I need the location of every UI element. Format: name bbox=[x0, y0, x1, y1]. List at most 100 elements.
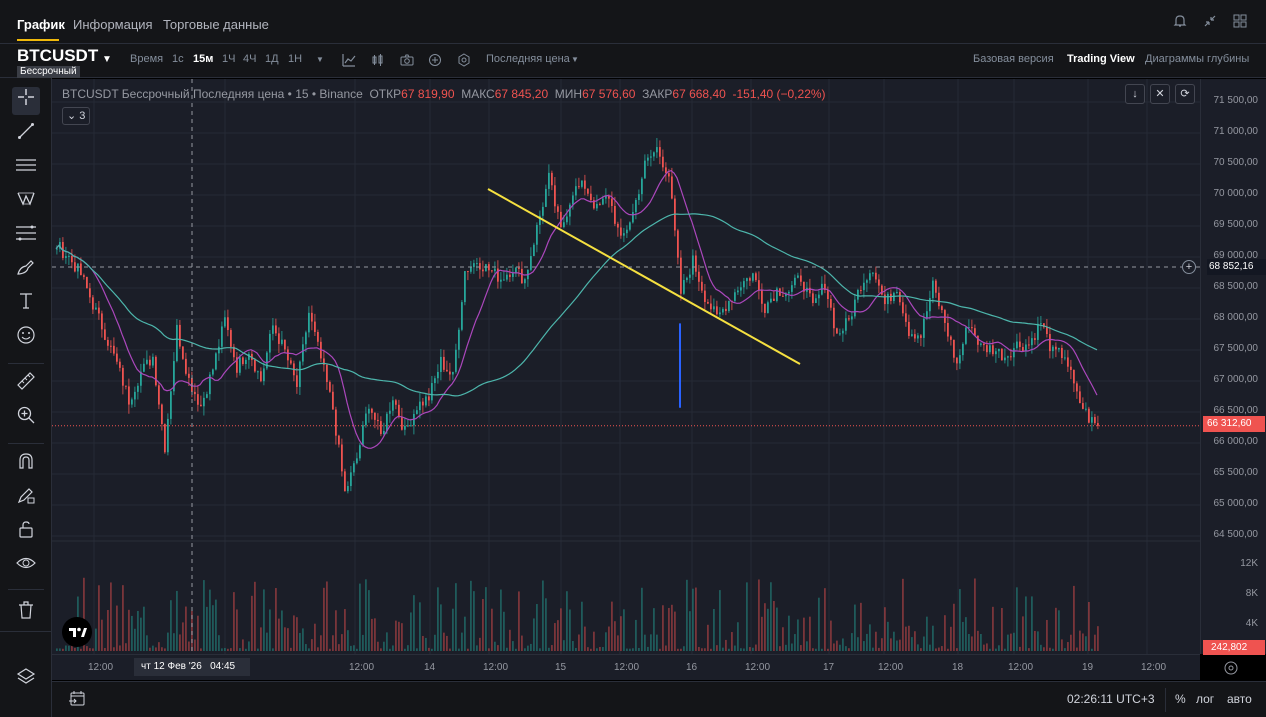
collapse-icon[interactable] bbox=[1202, 14, 1218, 30]
price-chart[interactable] bbox=[52, 79, 1200, 654]
price-type-select[interactable]: Последняя цена bbox=[486, 53, 570, 65]
layers-icon[interactable] bbox=[12, 666, 40, 694]
interval-1h[interactable]: 1Ч bbox=[222, 53, 236, 65]
volume-bar bbox=[86, 646, 88, 651]
view-tradingview[interactable]: Trading View bbox=[1067, 53, 1135, 65]
magnet-icon[interactable] bbox=[12, 451, 40, 479]
bell-icon[interactable] bbox=[1172, 14, 1188, 30]
volume-bar bbox=[197, 615, 199, 651]
indicators-icon[interactable] bbox=[342, 53, 356, 72]
volume-bar bbox=[1076, 647, 1078, 651]
camera-icon[interactable] bbox=[400, 53, 414, 72]
volume-bar bbox=[1061, 639, 1063, 651]
trendline-tool-icon[interactable] bbox=[12, 121, 40, 149]
tab-chart[interactable]: График bbox=[17, 17, 65, 32]
add-alert-icon[interactable]: + bbox=[1182, 260, 1196, 274]
active-tab-underline bbox=[17, 39, 59, 41]
volume-bar bbox=[989, 648, 991, 651]
view-depth-chart[interactable]: Диаграммы глубины bbox=[1145, 53, 1250, 65]
settings-icon[interactable] bbox=[457, 53, 471, 72]
volume-bar bbox=[470, 580, 472, 651]
pattern-tool-icon[interactable] bbox=[12, 189, 40, 217]
candle bbox=[755, 273, 757, 281]
volume-bar bbox=[173, 633, 175, 651]
interval-1w[interactable]: 1Н bbox=[288, 53, 303, 65]
symbol-dropdown-icon[interactable]: ▼ bbox=[102, 54, 112, 65]
volume-bar bbox=[725, 639, 727, 651]
add-icon[interactable] bbox=[428, 53, 442, 72]
volume-bar bbox=[1085, 636, 1087, 651]
volume-bar bbox=[296, 617, 298, 651]
legend-open-label: ОТКР bbox=[369, 87, 402, 101]
candle bbox=[1055, 346, 1057, 350]
draw-lock-icon[interactable] bbox=[12, 485, 40, 513]
tradingview-logo[interactable] bbox=[62, 617, 92, 647]
volume-bar bbox=[1055, 607, 1057, 651]
refresh-icon[interactable]: ⟳ bbox=[1175, 84, 1195, 104]
volume-bar bbox=[884, 607, 886, 651]
clock[interactable]: 02:26:11 UTC+3 bbox=[1067, 692, 1155, 706]
horizontal-lines-icon[interactable] bbox=[12, 155, 40, 183]
legend-close: 67 668,40 bbox=[672, 87, 726, 101]
toolbar-divider bbox=[8, 443, 44, 444]
arrow-down-icon[interactable]: ↓ bbox=[1125, 84, 1145, 104]
interval-1s[interactable]: 1с bbox=[172, 53, 184, 65]
volume-bar bbox=[926, 616, 928, 651]
volume-bar bbox=[605, 632, 607, 651]
crosshair-tool-icon[interactable] bbox=[12, 87, 40, 115]
candle bbox=[353, 463, 355, 473]
candle bbox=[395, 400, 397, 405]
volume-bar bbox=[701, 648, 703, 651]
log-scale-toggle[interactable]: лог bbox=[1196, 692, 1215, 706]
volume-label-8k: 8K bbox=[1245, 588, 1258, 599]
price-axis[interactable]: 71 500,00 71 000,00 70 500,00 70 000,00 69 5… bbox=[1200, 79, 1266, 655]
indicators-toggle[interactable]: ⌄ 3 bbox=[62, 107, 90, 125]
candle bbox=[110, 345, 112, 347]
drawing-toolbar bbox=[0, 78, 52, 717]
more-intervals-icon[interactable]: ▼ bbox=[316, 55, 324, 64]
candle bbox=[455, 349, 457, 372]
price-type-dropdown-icon[interactable]: ▼ bbox=[571, 55, 579, 64]
volume-bar bbox=[482, 599, 484, 651]
candle bbox=[608, 196, 610, 199]
chart-canvas[interactable] bbox=[52, 79, 1200, 654]
chart-type-icon[interactable] bbox=[371, 53, 385, 72]
eye-icon[interactable] bbox=[12, 553, 40, 581]
interval-4h[interactable]: 4Ч bbox=[243, 53, 257, 65]
candle bbox=[1070, 366, 1072, 370]
candle bbox=[800, 275, 802, 282]
collapse-chart-icon[interactable]: ✕ bbox=[1150, 84, 1170, 104]
tab-info[interactable]: Информация bbox=[73, 17, 153, 32]
trash-icon[interactable] bbox=[12, 600, 40, 628]
candle bbox=[155, 356, 157, 386]
percent-scale-toggle[interactable]: % bbox=[1175, 692, 1186, 706]
text-tool-icon[interactable] bbox=[12, 291, 40, 319]
volume-bar bbox=[107, 610, 109, 651]
candle bbox=[1085, 408, 1087, 410]
fib-tool-icon[interactable] bbox=[12, 223, 40, 251]
brush-tool-icon[interactable] bbox=[12, 257, 40, 285]
volume-bar bbox=[506, 647, 508, 651]
volume-bar bbox=[395, 620, 397, 651]
ruler-tool-icon[interactable] bbox=[12, 371, 40, 399]
volume-bar bbox=[803, 617, 805, 651]
zoom-tool-icon[interactable] bbox=[12, 405, 40, 433]
candle bbox=[776, 288, 778, 301]
volume-bar bbox=[929, 644, 931, 651]
layout-grid-icon[interactable] bbox=[1232, 14, 1248, 30]
interval-1d[interactable]: 1Д bbox=[265, 53, 279, 65]
volume-bar bbox=[935, 648, 937, 651]
emoji-tool-icon[interactable] bbox=[12, 325, 40, 353]
symbol-selector[interactable]: BTCUSDT bbox=[17, 46, 99, 65]
candle bbox=[269, 333, 271, 353]
lock-icon[interactable] bbox=[12, 519, 40, 547]
volume-bar bbox=[815, 648, 817, 651]
tab-trading-data[interactable]: Торговые данные bbox=[163, 17, 269, 32]
auto-scale-toggle[interactable]: авто bbox=[1227, 692, 1252, 706]
time-axis[interactable]: 12:001312:001412:001512:001612:001712:00… bbox=[52, 654, 1200, 680]
date-range-icon[interactable] bbox=[68, 691, 86, 712]
axis-settings-icon[interactable] bbox=[1222, 659, 1240, 677]
interval-15m[interactable]: 15м bbox=[193, 53, 214, 65]
view-basic[interactable]: Базовая версия bbox=[973, 53, 1054, 65]
candle bbox=[98, 307, 100, 314]
